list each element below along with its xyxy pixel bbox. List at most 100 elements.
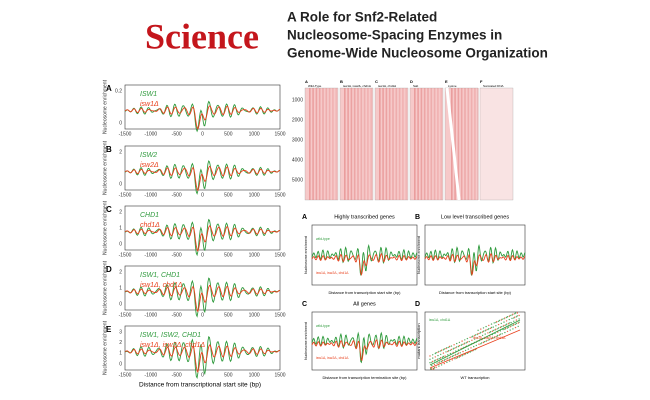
heatmap-stripe: [328, 88, 331, 200]
scatter-dot: [482, 341, 485, 344]
legend-wt: ISW1, CHD1: [140, 272, 180, 279]
scatter-dot: [447, 357, 449, 359]
scatter-dot: [434, 356, 436, 358]
scatter-dot: [497, 320, 500, 322]
scatter-dot: [446, 361, 448, 364]
scatter-dot: [483, 341, 486, 343]
heatmap-label: Lysine: [448, 84, 457, 88]
panel-title: Highly transcribed genes: [334, 214, 395, 220]
scatter-dot: [456, 346, 458, 348]
heatmap-stripe: [467, 88, 470, 200]
scatter-dot: [497, 334, 499, 337]
legend-mutant: chd1Δ: [140, 222, 160, 229]
scatter-dot: [515, 319, 518, 321]
heatmap-label: Salt: [413, 84, 418, 88]
heatmap-stripe: [347, 88, 349, 200]
heatmap-stripe: [423, 88, 426, 200]
x-tick-label: 500: [224, 192, 233, 198]
heatmap-stripe: [405, 88, 407, 200]
x-tick-label: 1000: [249, 192, 260, 198]
y-tick-label: 0.2: [115, 88, 122, 94]
profile-curve: [124, 284, 281, 313]
legend-wt: wild-type: [316, 237, 330, 241]
scatter-dot: [480, 343, 482, 345]
panel-letter: C: [375, 79, 378, 84]
scatter-dot: [480, 331, 482, 334]
scatter-dot: [513, 320, 515, 322]
y-axis-label: Nucleosome enrichment: [417, 236, 421, 274]
y-tick-label: 4000: [292, 157, 303, 163]
x-tick-label: 1000: [249, 312, 260, 318]
heatmap-stripe: [357, 88, 359, 200]
plot-frame: [311, 224, 418, 286]
scatter-dot: [450, 345, 453, 347]
panel-letter: B: [106, 145, 112, 154]
scatter-dot: [504, 331, 506, 334]
x-tick-label: -500: [172, 131, 182, 137]
heatmap-stripe: [470, 88, 473, 200]
scatter-dot: [440, 360, 443, 363]
x-tick-label: 500: [224, 252, 233, 258]
y-tick-label: 2: [119, 269, 122, 275]
scatter-dot: [456, 356, 459, 359]
scatter-dot: [449, 356, 452, 358]
scatter-dot: [448, 345, 451, 348]
heatmap-stripe: [360, 88, 363, 200]
scatter-dot: [444, 358, 446, 361]
x-axis-label: Distance from transcription termination …: [322, 375, 407, 380]
scatter-dot: [448, 350, 450, 352]
y-tick-label: 1: [119, 225, 122, 231]
scatter-dot: [440, 350, 442, 352]
legend-mutant: isw1Δ, isw2Δ, chd1Δ: [473, 336, 506, 340]
heatmap-stripe: [460, 88, 463, 200]
heatmap-stripe: [332, 88, 334, 200]
x-tick-label: -1000: [144, 252, 157, 258]
x-tick-label: 0: [201, 131, 204, 137]
scatter-dot: [505, 323, 508, 325]
x-tick-label: 1500: [274, 312, 285, 318]
scatter-dot: [481, 331, 484, 333]
y-axis-label: Nucleosome enrichment: [102, 200, 108, 255]
scatter-dot: [458, 356, 461, 358]
heatmap-stripe: [367, 88, 369, 200]
heatmap-stripe: [353, 88, 356, 200]
heatmap-stripe: [457, 88, 460, 200]
legend-mutant: isw1Δ, isw2Δ, chd1Δ: [316, 356, 349, 360]
scatter-dot: [460, 344, 462, 346]
legend-mutant: isw1Δ, isw2Δ, chd1Δ: [140, 342, 205, 349]
x-axis-label: Distance from transcription start site (…: [328, 290, 401, 295]
x-tick-label: -1000: [144, 131, 157, 137]
x-tick-label: 1500: [274, 192, 285, 198]
profile-curve: [311, 252, 418, 276]
y-axis-label: Nucleosome enrichment: [102, 320, 108, 375]
heatmap-stripe: [309, 88, 311, 200]
x-tick-label: 1000: [249, 131, 260, 137]
legend-wt: ISW2: [140, 152, 157, 159]
x-axis-label: Distance from transcription start site (…: [439, 290, 512, 295]
scatter-dot: [469, 336, 471, 339]
heatmap-label: Wild-Type: [308, 84, 322, 88]
scatter-dot: [436, 359, 438, 361]
heatmap-stripe: [350, 88, 353, 200]
scatter-dot: [436, 362, 438, 364]
plot-frame: [124, 84, 281, 130]
heatmap-stripe: [318, 88, 321, 200]
scatter-dot: [429, 362, 431, 364]
scatter-dot: [508, 318, 510, 321]
scatter-dot: [435, 366, 437, 368]
scatter-dot: [431, 364, 433, 367]
scatter-dot: [506, 330, 509, 333]
scatter-dot: [432, 357, 434, 359]
scatter-dot: [466, 341, 469, 343]
scatter-dot: [451, 359, 453, 361]
scatter-dot: [497, 328, 499, 330]
scatter-dot: [455, 353, 457, 356]
x-tick-label: 1500: [274, 372, 285, 378]
profile-curve: [424, 244, 526, 276]
heatmap-stripe: [454, 88, 456, 200]
title-line: A Role for Snf2-Related: [287, 10, 437, 25]
scatter-dot: [443, 359, 445, 361]
scatter-dot: [456, 342, 458, 345]
scatter-dot: [455, 350, 457, 352]
scatter-dot: [513, 324, 515, 326]
